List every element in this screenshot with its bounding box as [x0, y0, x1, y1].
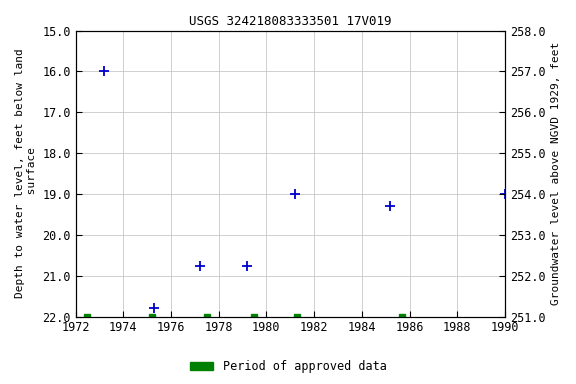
Y-axis label: Groundwater level above NGVD 1929, feet: Groundwater level above NGVD 1929, feet	[551, 42, 561, 305]
Title: USGS 324218083333501 17V019: USGS 324218083333501 17V019	[189, 15, 392, 28]
Y-axis label: Depth to water level, feet below land
 surface: Depth to water level, feet below land su…	[15, 49, 37, 298]
Legend: Period of approved data: Period of approved data	[185, 356, 391, 378]
